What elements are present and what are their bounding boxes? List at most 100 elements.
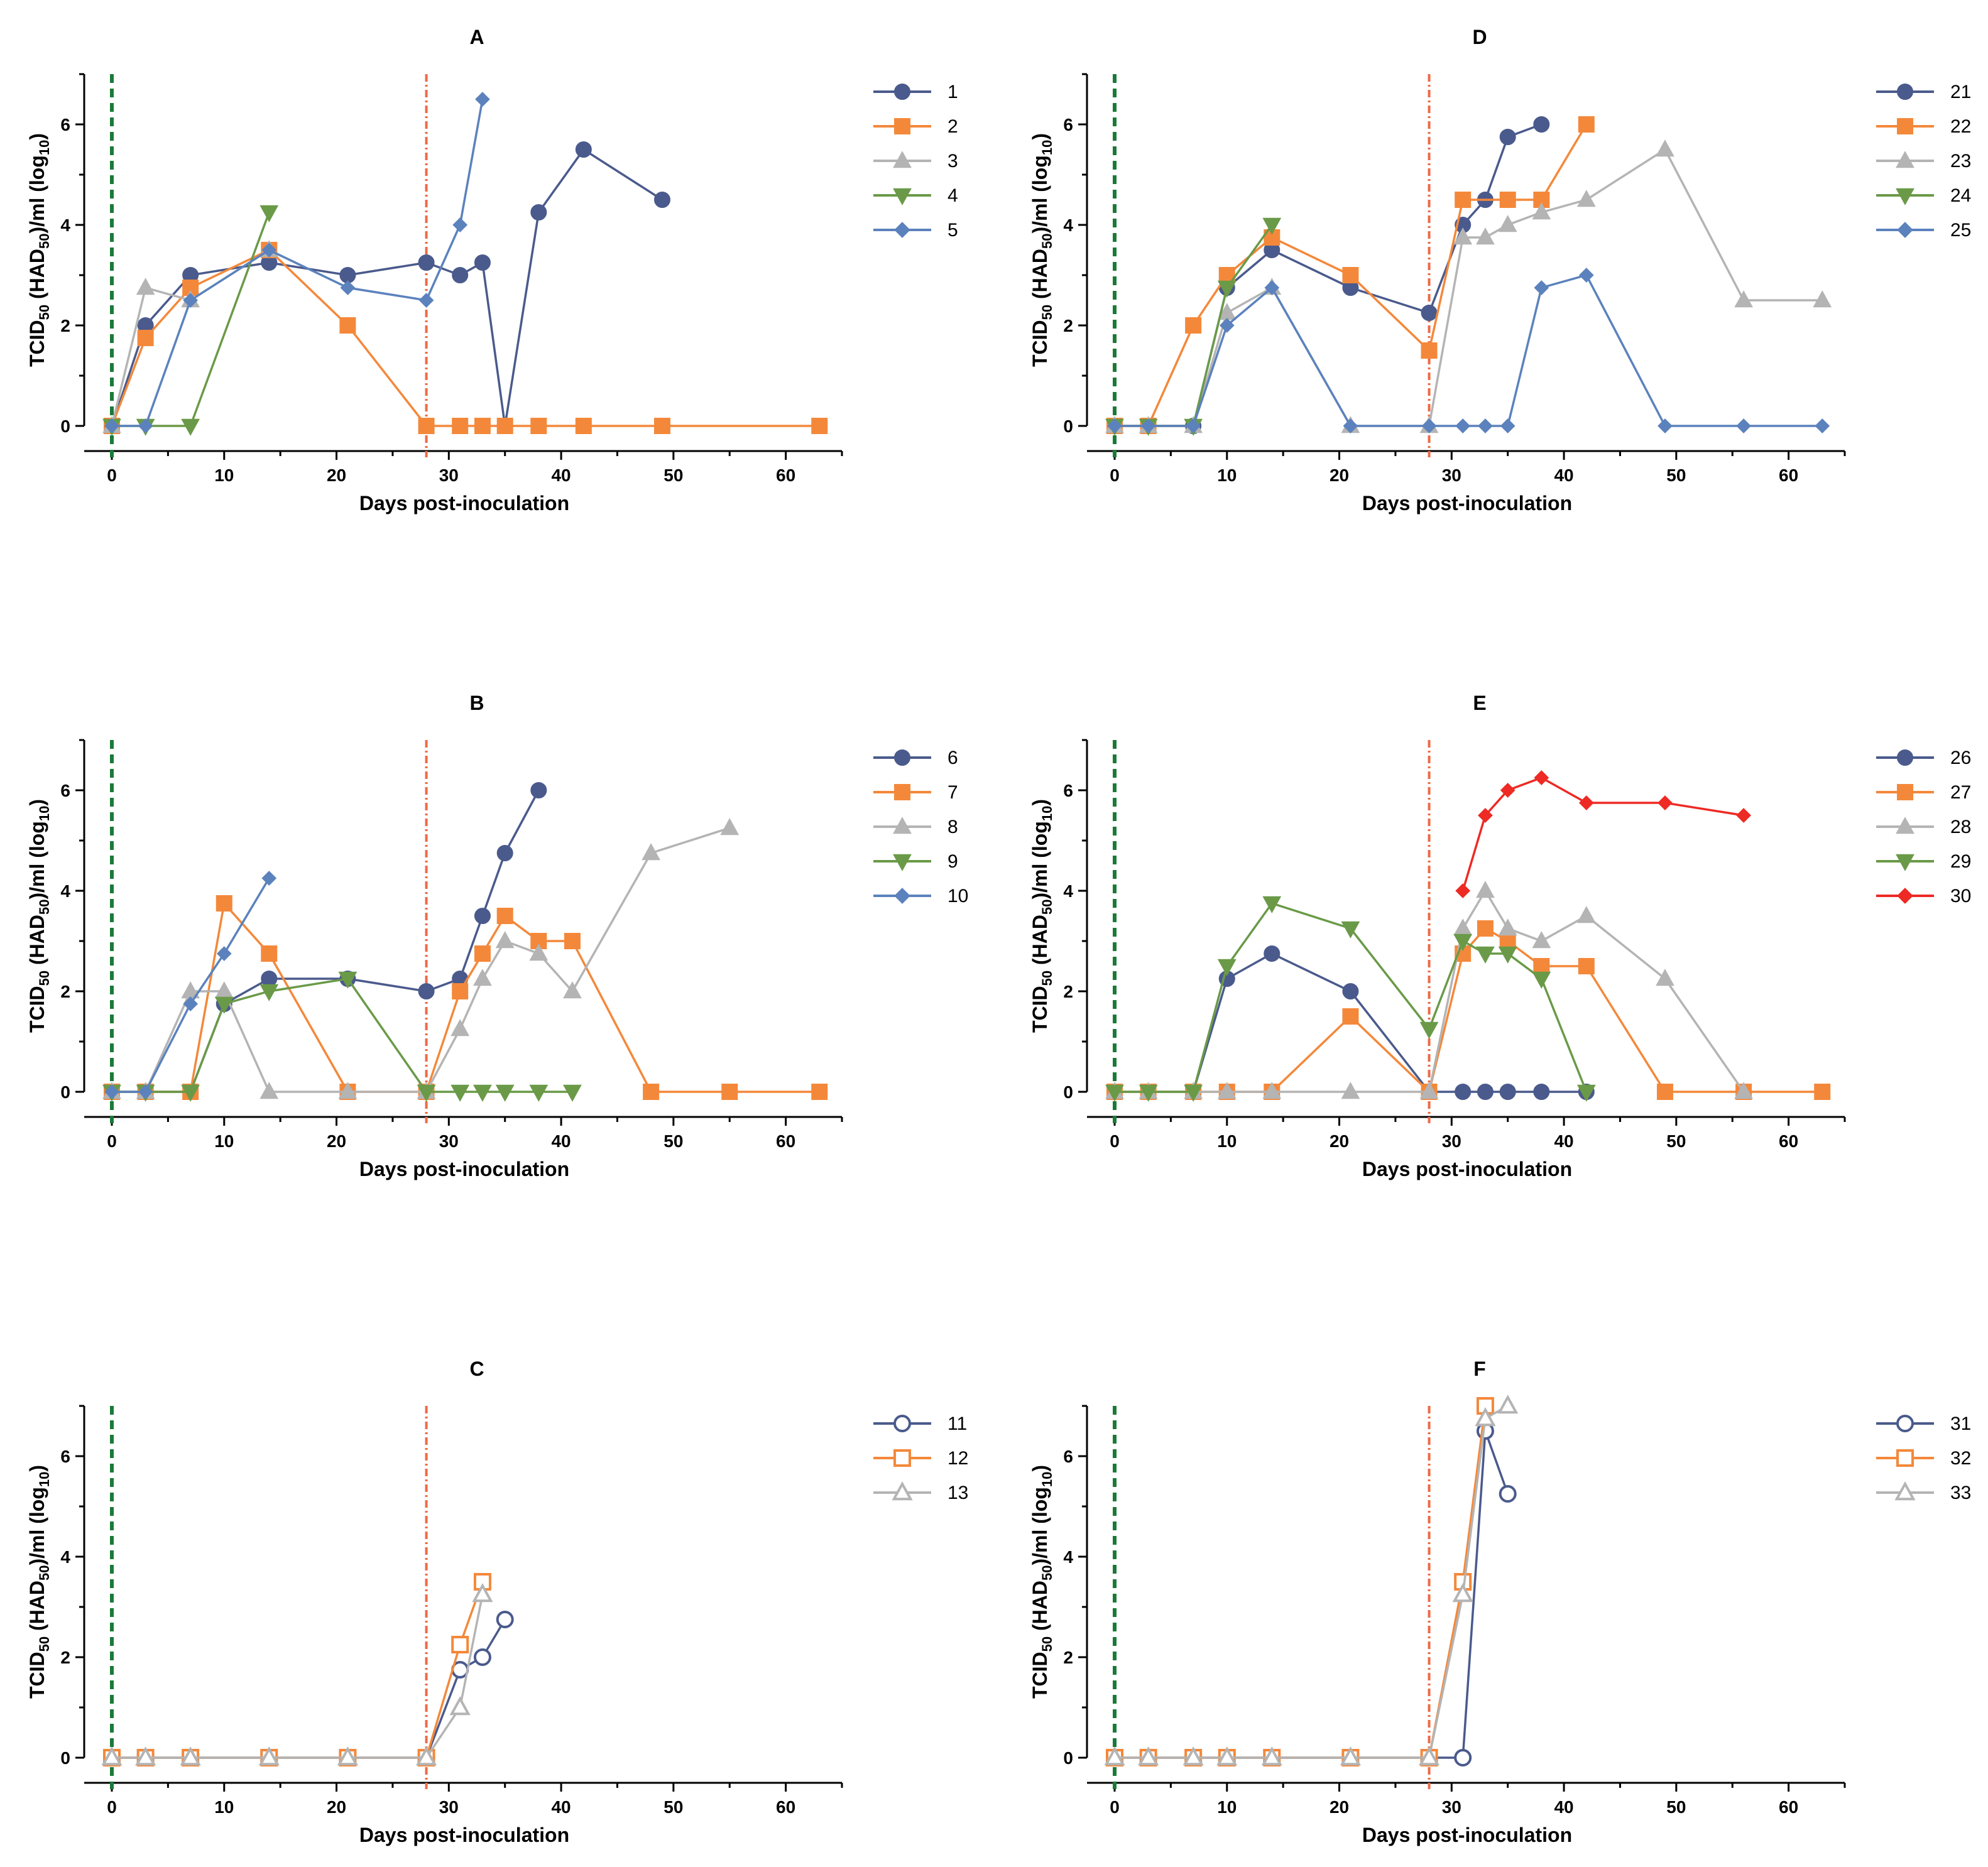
legend-item: 11 [873,1413,967,1434]
data-point [811,1084,828,1100]
legend-item: 27 [1876,782,1971,803]
x-tick-label: 50 [1666,1131,1686,1151]
legend-item: 21 [1876,82,1971,102]
legend-marker [894,888,910,904]
data-point [1217,280,1237,298]
data-point [1532,202,1551,220]
x-tick-label: 0 [107,465,117,485]
data-point [1185,317,1202,334]
x-axis-label: Days post-inoculation [1362,1158,1572,1180]
series-23 [1105,139,1832,433]
x-tick-label: 10 [214,1797,234,1817]
data-point [1140,418,1156,433]
data-point [1534,770,1549,785]
y-tick-label: 2 [1063,982,1073,1001]
x-tick-label: 60 [1779,1797,1798,1817]
data-point [138,418,153,433]
series-line [112,212,270,427]
legend-marker [893,188,912,205]
legend-marker [1896,188,1914,205]
legend-item: 2 [873,116,958,137]
data-point [1656,1084,1673,1100]
data-point [1499,192,1516,208]
legend-marker [1897,888,1913,904]
data-point [1455,883,1471,898]
data-point [1497,1395,1519,1414]
legend-item: 5 [873,220,958,241]
data-point [1453,918,1473,936]
data-point [1656,969,1674,986]
data-point [653,192,670,208]
data-point [1216,1746,1238,1766]
panel-title: B [469,692,484,714]
data-point [1658,795,1673,810]
data-point [1262,217,1282,235]
x-tick-label: 0 [1110,1797,1120,1817]
data-point [474,254,491,271]
y-tick-label: 6 [1063,115,1073,134]
data-point [261,242,277,258]
y-axis-label: TCID50 (HAD50)/ml (log10) [1029,1465,1055,1699]
data-point [1532,971,1551,989]
data-point [214,996,234,1014]
legend-label: 9 [948,851,958,872]
data-point [1104,1746,1125,1766]
data-point [1261,1746,1282,1766]
data-point [449,1696,471,1716]
x-tick-label: 10 [1217,465,1237,485]
data-point [259,1082,279,1099]
data-point [452,267,469,283]
legend-label: 3 [948,151,958,171]
legend-item: 29 [1876,851,1971,872]
legend-item: 9 [873,851,958,872]
legend-item: 12 [873,1448,968,1469]
data-point [1421,418,1437,433]
data-point [1262,896,1282,913]
data-point [529,1084,549,1102]
data-point [1576,190,1596,207]
data-point [1343,418,1358,433]
series-line [1115,901,1588,1093]
data-point [575,141,592,158]
legend-label: 29 [1950,851,1971,872]
data-point [1454,1749,1472,1766]
legend-label: 24 [1950,185,1971,206]
legend-label: 5 [948,220,958,241]
series-12 [103,1573,491,1766]
x-tick-label: 0 [107,1797,117,1817]
data-point [1219,318,1235,333]
data-point [1105,1084,1124,1102]
data-point [1139,1084,1158,1102]
legend-item: 22 [1876,116,1971,137]
data-point [104,418,119,433]
legend-label: 31 [1950,1413,1971,1434]
panel-title: E [1473,692,1486,714]
legend-label: 7 [948,782,958,803]
data-point [474,908,491,924]
x-tick-label: 20 [327,465,346,485]
x-tick-label: 10 [1217,1797,1237,1817]
data-point [1814,1084,1831,1100]
data-point [1499,129,1516,145]
legend: 31 32 33 [1876,1413,1971,1503]
data-point [183,996,199,1011]
x-tick-label: 20 [327,1131,346,1151]
legend-label: 1 [948,82,958,102]
y-tick-label: 0 [60,1748,70,1768]
legend-label: 6 [948,748,958,768]
data-point [1736,418,1751,433]
x-tick-label: 0 [1110,1131,1120,1151]
data-point [338,971,358,989]
y-tick-label: 0 [1063,1748,1073,1768]
data-point [1500,783,1516,798]
x-tick-label: 60 [1779,465,1798,485]
data-point [337,1746,358,1766]
x-tick-label: 60 [776,1797,795,1817]
data-point [1498,918,1517,936]
data-point [564,933,581,949]
legend-label: 25 [1950,220,1971,241]
y-tick-label: 0 [60,416,70,436]
y-axis-label: TCID50 (HAD50)/ml (log10) [26,799,52,1033]
data-point [1341,1082,1360,1099]
x-tick-label: 30 [439,1797,459,1817]
